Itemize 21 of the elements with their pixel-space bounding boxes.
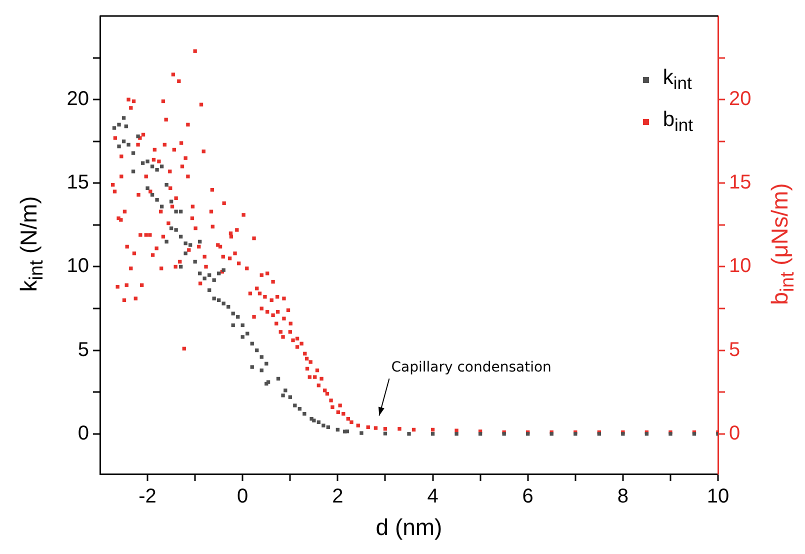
y2-tick-label: 10 <box>729 255 752 278</box>
legend-label: b$_{int}$ <box>662 108 693 136</box>
x-tick-label: 2 <box>332 486 344 508</box>
y-tick-label: 20 <box>66 88 89 110</box>
y2-tick-label: 0 <box>729 422 740 444</box>
x-tick-label: -2 <box>138 486 156 508</box>
legend-label: k$_{int}$ <box>662 66 692 94</box>
x-tick-label: 6 <box>522 486 534 508</box>
y-tick-label: 15 <box>66 172 89 194</box>
x-tick-label: 0 <box>237 486 248 508</box>
annotation: Capillary condensation <box>391 359 552 376</box>
x-tick-label: 4 <box>427 486 438 508</box>
y2-tick-label: 5 <box>729 338 740 361</box>
x-tick-label: 10 <box>706 486 730 508</box>
x-axis-title: d (nm) <box>374 514 444 541</box>
y-tick-label: 10 <box>66 255 89 278</box>
y-tick-label: 5 <box>78 338 89 361</box>
y2-tick-label: 20 <box>729 88 752 110</box>
y-tick-label: 0 <box>78 422 89 444</box>
y2-tick-label: 15 <box>729 172 752 194</box>
x-tick-label: 8 <box>617 486 628 508</box>
